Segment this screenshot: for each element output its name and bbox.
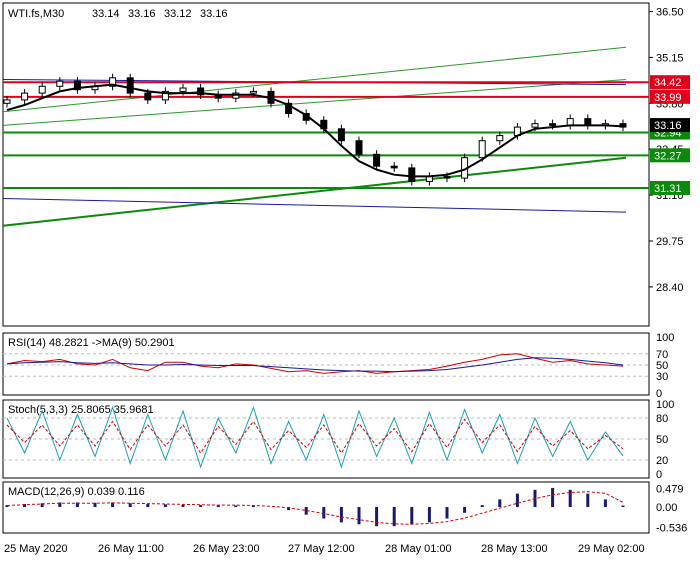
stoch-tick-label: 80 [656,413,668,425]
level-label-bg [650,75,690,90]
candle-body [109,77,117,87]
trend-line [2,156,627,227]
level-label-bg [650,148,690,163]
stoch-tick-label: 100 [656,399,674,411]
candle-body [478,140,486,159]
stoch-tick-label: 20 [656,455,668,467]
x-tick-label: 28 May 01:00 [385,543,452,555]
rsi-tick-label: 0 [656,388,662,400]
x-tick-label: 26 May 11:00 [98,543,164,555]
level-label: 32.27 [654,150,682,162]
x-tick-label: 26 May 23:00 [193,543,260,555]
rsi-series-line [6,353,624,374]
candle-body [584,118,592,126]
x-tick-label: 25 May 2020 [4,543,68,555]
ohlc-low: 33.12 [164,8,192,20]
macd-tick-label: -0.536 [656,523,687,535]
ohlc-high: 33.16 [128,8,156,20]
macd-panel[interactable] [2,481,650,534]
rsi-tick-label: 70 [656,349,668,361]
candle-body [443,175,451,179]
level-label: 34.42 [654,77,682,89]
level-label: 33.99 [654,92,682,104]
macd-tick-label: 0.479 [656,484,684,496]
candle-body [144,92,152,101]
stoch-header: Stoch(5,3,3) 25.8065 35.9681 [8,404,154,416]
candle-body [373,153,381,167]
candle-body [56,80,64,87]
trend-line [2,79,627,126]
price-tick-label: 36.50 [656,7,684,19]
candle-body [197,87,205,96]
macd-tick-label: 0.00 [656,502,677,514]
price-tick-label: 29.75 [656,236,684,248]
stoch-tick-label: 0 [656,469,662,481]
rsi-tick-label: 100 [656,332,674,344]
price-panel[interactable] [2,2,650,327]
ohlc-open: 33.14 [92,8,120,20]
level-label: 31.31 [654,183,682,195]
ma-line [6,83,624,178]
rsi-series-line [6,357,624,373]
ohlc-close: 33.16 [200,8,228,20]
candle-body [408,167,416,182]
macd-header: MACD(12,26,9) 0.039 0.116 [8,486,145,498]
trend-line [2,198,627,213]
candle-body [390,165,398,169]
rsi-panel[interactable] [2,332,650,396]
candle-body [73,80,81,91]
price-tick-label: 28.40 [656,282,684,294]
x-tick-label: 29 May 02:00 [578,543,645,555]
current-price-bg [650,118,690,133]
level-label-bg [650,89,690,104]
candle-body [549,123,557,126]
level-label-bg [650,180,690,195]
macd-signal-line [6,491,624,525]
candle-body [179,87,187,92]
candle-body [285,102,293,115]
candle-body [21,92,29,101]
current-price-label: 33.16 [654,120,682,132]
stoch-series-line [6,405,624,469]
candle-body [161,90,169,101]
stoch-series-line [6,418,624,454]
candle-body [531,123,539,128]
candle-body [337,128,345,142]
candle-body [249,90,257,94]
candle-body [126,77,134,94]
candle-body [3,99,11,104]
x-tick-label: 28 May 13:00 [481,543,548,555]
rsi-tick-label: 50 [656,360,668,372]
candle-body [355,140,363,155]
stoch-tick-label: 50 [656,434,668,446]
ohlc-header-label: WTI.fs,M30 [8,8,64,20]
rsi-tick-label: 30 [656,371,668,383]
rsi-header: RSI(14) 48.2821 ->MA(9) 50.2901 [8,337,175,349]
candle-body [566,118,574,126]
price-tick-label: 35.15 [656,52,684,64]
trend-line [2,46,627,113]
candle-body [38,85,46,94]
candle-body [496,135,504,142]
x-tick-label: 27 May 12:00 [288,543,355,555]
